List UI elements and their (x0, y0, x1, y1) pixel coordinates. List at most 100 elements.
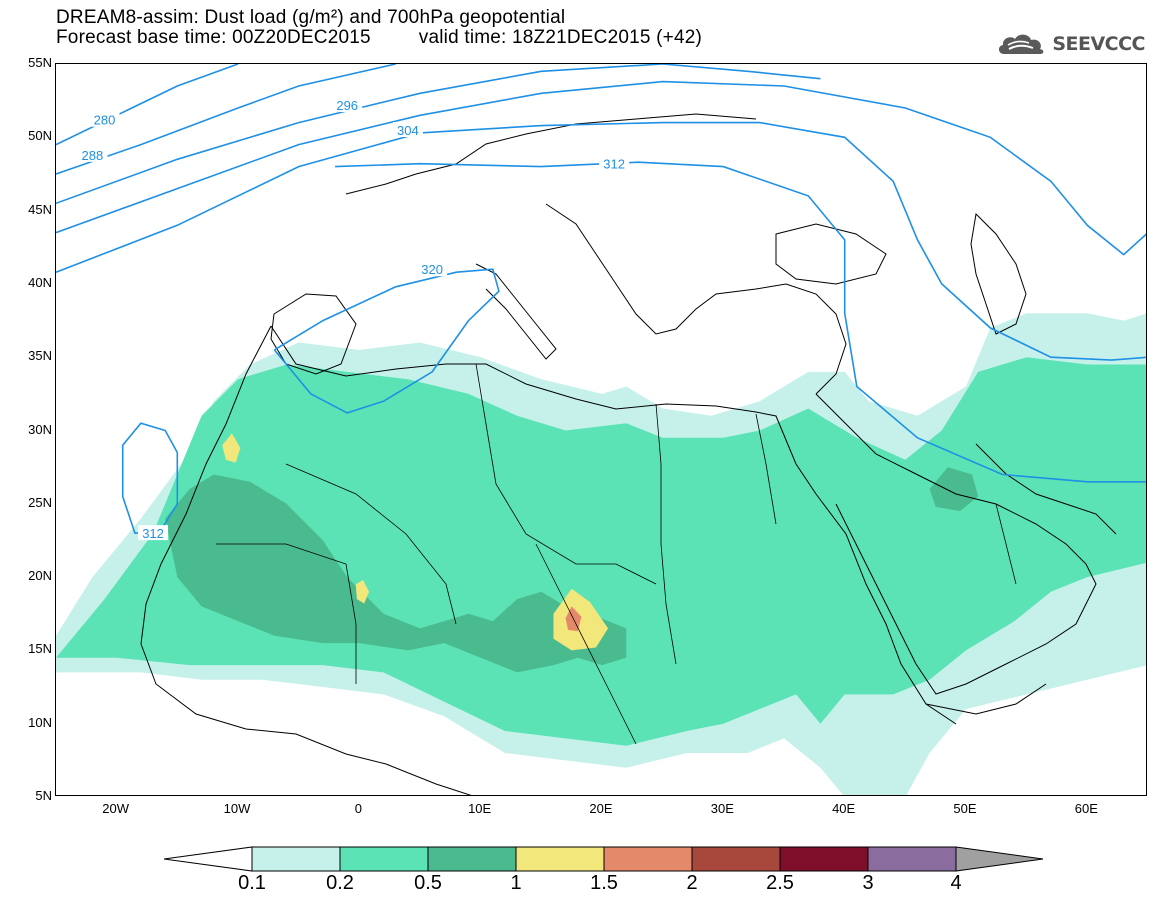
contour-label: 296 (336, 98, 358, 113)
contour-label: 320 (421, 262, 443, 277)
lat-tick-label: 40N (28, 274, 52, 290)
contour-320-6 (273, 268, 500, 414)
lon-tick-label: 20E (589, 801, 613, 816)
colorbar-swatch (955, 846, 1044, 872)
lat-tick-label: 20N (28, 568, 52, 584)
colorbar-swatch (603, 846, 693, 872)
coast-europe-north (345, 113, 757, 195)
dust-region-level-2 (56, 357, 1146, 746)
lon-tick-label: 20W (102, 801, 130, 816)
contour-label: 312 (603, 157, 625, 172)
coast-iberia (270, 293, 357, 375)
coast-north-africa (270, 325, 957, 725)
colorbar-tick-label: 1.5 (590, 872, 618, 894)
chart-title: DREAM8-assim: Dust load (g/m²) and 700hP… (56, 8, 702, 48)
contour-label-bg (599, 155, 630, 171)
colorbar-swatch (779, 846, 869, 872)
contour-label: 280 (94, 113, 116, 128)
dust-layer (56, 313, 1146, 795)
title-line1: DREAM8-assim: Dust load (g/m²) and 700hP… (56, 7, 566, 28)
lon-tick-label: 0 (354, 801, 362, 816)
coast-italy (475, 263, 557, 360)
border-4 (535, 543, 637, 745)
lon-tick-label: 10W (223, 801, 251, 816)
lat-tick-label: 45N (28, 201, 52, 217)
logo-text: SEEVCCC (1052, 33, 1145, 55)
contour-label-bg (89, 111, 120, 127)
colorbar-tick-label: 1 (510, 872, 522, 894)
borders (216, 363, 1017, 745)
coast-west-africa (140, 325, 472, 795)
colorbar-swatch (691, 846, 781, 872)
contour-296-3 (56, 80, 1146, 256)
geopotential-contours (56, 64, 1146, 534)
border-1 (285, 463, 457, 625)
contour-label-bg (138, 525, 169, 541)
colorbar-tick-label: 2.5 (766, 872, 794, 894)
lat-tick-label: 5N (35, 788, 52, 803)
colorbar-tick-label: 3 (862, 872, 874, 894)
seevccc-logo: SEEVCCC (996, 30, 1145, 58)
border-6 (755, 413, 777, 525)
contour-line-2 (56, 64, 821, 205)
lon-tick-label: 60E (1074, 801, 1098, 816)
contour-labels: 280 288 296 304 312 320 312 (77, 97, 630, 541)
dust-region-level-3 (929, 467, 979, 512)
coast-arabia (815, 393, 1097, 695)
dust-region-level-4 (222, 433, 241, 463)
lat-tick-label: 50N (28, 128, 52, 144)
colorbar-swatch (251, 846, 341, 872)
contour-label-bg (332, 97, 363, 113)
border-5 (216, 543, 357, 684)
colorbar-tick-label: 4 (950, 872, 962, 894)
colorbar-swatch (427, 846, 517, 872)
colorbar-swatch (339, 846, 429, 872)
contour-label: 304 (397, 123, 419, 138)
map-panel: 280 288 296 304 312 320 312 (55, 63, 1147, 796)
contour-label: 312 (142, 526, 164, 541)
coast-horn (925, 683, 1047, 715)
dust-region-level-3 (165, 474, 627, 673)
contour-label-bg (77, 146, 108, 162)
border-3 (655, 403, 677, 665)
colorbar (164, 846, 1044, 872)
contour-label-bg (417, 261, 448, 277)
lon-tick-label: 40E (832, 801, 856, 816)
coast-caspian (970, 212, 1027, 335)
dust-map: 280 288 296 304 312 320 312 (56, 64, 1146, 795)
colorbar-tick-label: 2 (686, 872, 698, 894)
lat-tick-label: 35N (28, 348, 52, 364)
dust-region-level-4 (355, 580, 369, 604)
coast-persian-gulf (975, 443, 1117, 535)
coast-black-sea (775, 223, 887, 285)
valid-time: valid time: 18Z21DEC2015 (+42) (418, 27, 703, 48)
dust-region-level-4 (553, 588, 609, 651)
colorbar-tick-label: 0.2 (326, 872, 354, 894)
cloud-icon (999, 34, 1044, 54)
lat-tick-label: 55N (28, 55, 52, 70)
border-7 (995, 503, 1017, 585)
lon-tick-label: 50E (953, 801, 977, 816)
lon-tick-label: 10E (468, 801, 492, 816)
colorbar-tick-label: 0.1 (238, 872, 266, 894)
lat-tick-label: 10N (28, 714, 52, 730)
border-2 (475, 363, 657, 585)
coastlines (140, 113, 1117, 795)
colorbar-swatches (164, 846, 1044, 872)
colorbar-swatch (515, 846, 605, 872)
contour-312-5 (335, 161, 1146, 483)
colorbar-under-triangle (164, 846, 253, 872)
contour-label-bg (392, 121, 423, 137)
coast-balkans (545, 203, 847, 395)
contour-280-0 (56, 64, 239, 146)
contour-312-7 (121, 422, 179, 534)
colorbar-swatch (867, 846, 957, 872)
lat-tick-label: 25N (28, 494, 52, 510)
colorbar-tick-label: 0.5 (414, 872, 442, 894)
lat-tick-label: 30N (28, 421, 52, 437)
lat-tick-label: 15N (28, 641, 52, 657)
base-time: Forecast base time: 00Z20DEC2015 (56, 27, 371, 48)
lon-tick-label: 30E (710, 801, 734, 816)
contour-288-1 (56, 64, 396, 175)
contour-label: 288 (82, 148, 104, 163)
